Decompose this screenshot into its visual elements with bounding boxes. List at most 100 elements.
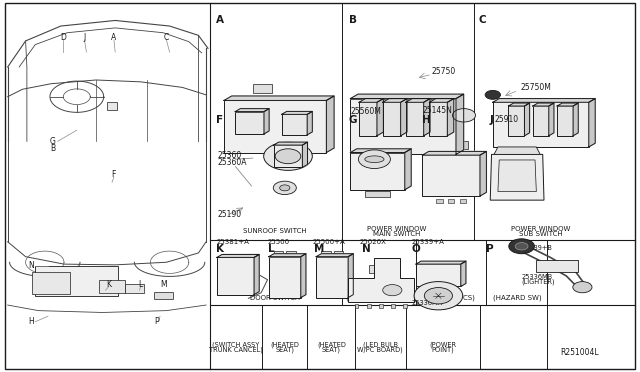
Bar xyxy=(224,100,326,153)
Polygon shape xyxy=(461,261,466,286)
Bar xyxy=(351,153,404,190)
Text: POINT): POINT) xyxy=(431,347,454,353)
Polygon shape xyxy=(416,261,466,264)
Text: P: P xyxy=(486,244,494,254)
Polygon shape xyxy=(429,99,454,102)
Text: POWER WINDOW: POWER WINDOW xyxy=(367,226,426,232)
Bar xyxy=(287,251,296,255)
Text: 25360: 25360 xyxy=(218,151,242,160)
Text: B: B xyxy=(349,15,357,25)
Bar xyxy=(35,266,118,296)
Bar xyxy=(391,304,395,308)
Text: MAIN SWITCH: MAIN SWITCH xyxy=(373,231,420,237)
Bar xyxy=(253,84,272,93)
Bar xyxy=(409,102,420,113)
Text: F: F xyxy=(216,115,223,125)
Text: POWER WINDOW: POWER WINDOW xyxy=(511,226,570,232)
Text: (HAZARD SW): (HAZARD SW) xyxy=(493,294,541,301)
Bar xyxy=(493,102,589,147)
Polygon shape xyxy=(498,160,536,192)
Bar xyxy=(406,102,424,136)
Text: SUNROOF SWITCH: SUNROOF SWITCH xyxy=(243,228,307,234)
Text: 25336MA: 25336MA xyxy=(412,300,443,306)
Text: (VDC OR TCS): (VDC OR TCS) xyxy=(428,294,475,301)
Bar xyxy=(560,108,570,119)
Bar xyxy=(362,102,374,113)
Bar xyxy=(223,282,242,289)
Text: (LED BULB: (LED BULB xyxy=(363,341,397,348)
Text: SUB SWITCH: SUB SWITCH xyxy=(519,231,563,237)
Bar xyxy=(416,264,461,286)
Text: P: P xyxy=(154,317,159,326)
Ellipse shape xyxy=(365,156,384,163)
Bar xyxy=(509,106,525,136)
Bar xyxy=(433,102,444,113)
Bar xyxy=(230,138,244,145)
Bar xyxy=(351,99,456,154)
Bar xyxy=(438,166,464,177)
Bar xyxy=(355,304,358,308)
Bar xyxy=(269,257,301,298)
Text: A: A xyxy=(216,15,225,25)
Text: F: F xyxy=(112,170,116,179)
Polygon shape xyxy=(532,103,554,106)
Polygon shape xyxy=(348,254,353,298)
Text: K: K xyxy=(106,280,111,289)
Text: 25500: 25500 xyxy=(268,239,290,245)
Text: 25336MB: 25336MB xyxy=(522,274,553,280)
Bar xyxy=(365,191,390,197)
Circle shape xyxy=(424,288,452,304)
Bar xyxy=(322,267,342,287)
Polygon shape xyxy=(424,99,430,136)
Polygon shape xyxy=(217,254,259,257)
Text: J: J xyxy=(83,33,86,42)
Text: (LIGHTER): (LIGHTER) xyxy=(522,279,556,285)
Bar xyxy=(379,304,383,308)
Bar xyxy=(223,265,242,280)
Circle shape xyxy=(414,282,463,310)
Circle shape xyxy=(264,142,312,170)
Text: L: L xyxy=(139,280,143,289)
Bar xyxy=(532,106,548,136)
Text: DOOR SWITCH: DOOR SWITCH xyxy=(250,295,300,301)
Polygon shape xyxy=(422,151,486,155)
Text: 25560M: 25560M xyxy=(351,107,381,116)
Polygon shape xyxy=(326,96,334,153)
Text: K: K xyxy=(216,244,225,254)
Circle shape xyxy=(358,150,390,169)
Bar xyxy=(300,138,314,145)
Bar xyxy=(429,102,447,136)
Polygon shape xyxy=(377,99,383,136)
Circle shape xyxy=(515,243,528,250)
Polygon shape xyxy=(404,149,412,190)
Polygon shape xyxy=(303,142,308,167)
Bar xyxy=(367,304,371,308)
Text: W/PC BOARD): W/PC BOARD) xyxy=(357,347,403,353)
Polygon shape xyxy=(254,254,259,295)
Bar xyxy=(422,155,480,196)
Text: (SWITCH ASSY: (SWITCH ASSY xyxy=(212,341,259,348)
Bar xyxy=(403,304,407,308)
Polygon shape xyxy=(548,103,554,136)
Text: 25750: 25750 xyxy=(432,67,456,76)
Bar xyxy=(324,287,340,297)
Bar xyxy=(334,251,344,255)
Polygon shape xyxy=(269,254,306,257)
Polygon shape xyxy=(480,151,486,196)
Text: 25750M: 25750M xyxy=(520,83,551,92)
Text: G: G xyxy=(349,115,357,125)
Text: D: D xyxy=(60,33,66,42)
Polygon shape xyxy=(573,103,579,136)
Bar xyxy=(321,251,331,255)
Bar xyxy=(316,257,348,298)
Text: 25500+A: 25500+A xyxy=(312,239,345,245)
Bar xyxy=(458,141,468,149)
Bar xyxy=(274,145,303,167)
Bar xyxy=(236,112,264,134)
Text: 25190: 25190 xyxy=(218,210,242,219)
Text: SEAT): SEAT) xyxy=(275,347,294,353)
Polygon shape xyxy=(282,111,312,114)
Polygon shape xyxy=(524,103,529,136)
Bar xyxy=(460,199,466,203)
Text: B: B xyxy=(50,144,55,153)
